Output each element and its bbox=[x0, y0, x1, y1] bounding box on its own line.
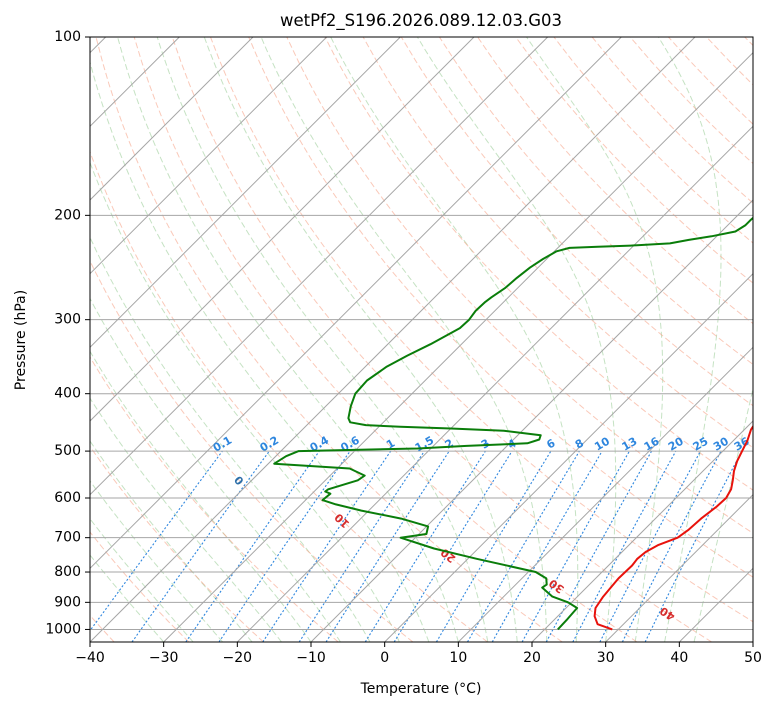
x-tick-label: −30 bbox=[149, 650, 179, 666]
moist-adiabat-line bbox=[657, 37, 722, 642]
moist-adiabat-line bbox=[90, 518, 194, 642]
dry-adiabat-line bbox=[90, 150, 488, 642]
isotherm-line bbox=[236, 125, 753, 642]
x-tick-label: −40 bbox=[75, 650, 105, 666]
moist-adiabat-line bbox=[90, 480, 223, 642]
dry-adiabat-line bbox=[90, 356, 339, 642]
moist-adiabats bbox=[90, 37, 753, 642]
background-lines: −100−90−80−70−60−50−40−30−20−10010203040… bbox=[90, 37, 753, 642]
moist-adiabat-line bbox=[117, 37, 459, 642]
isotherm-line bbox=[163, 51, 753, 642]
x-tick-label: 30 bbox=[597, 650, 615, 666]
moist-adiabat-line bbox=[260, 37, 548, 642]
isotherm-line bbox=[384, 272, 753, 642]
mixing-ratio-line bbox=[262, 450, 392, 642]
x-tick-label: 10 bbox=[449, 650, 467, 666]
moist-adiabat-line bbox=[526, 37, 664, 642]
mixing-ratio-line bbox=[521, 450, 630, 642]
moist-adiabat-line bbox=[416, 37, 617, 642]
mixing-ratio-line bbox=[218, 450, 351, 642]
chart-title: wetPf2_S196.2026.089.12.03.G03 bbox=[280, 11, 562, 31]
mixing-ratio-line bbox=[545, 450, 653, 642]
temperature-line bbox=[593, 424, 753, 631]
isotherm-line bbox=[90, 37, 622, 570]
y-axis: 100 200 300 400 500 600 700 800 900 1000 bbox=[45, 29, 90, 637]
moist-adiabat-line bbox=[156, 37, 489, 642]
isotherm-line bbox=[457, 346, 753, 642]
moist-adiabat-line bbox=[330, 37, 579, 642]
y-tick-label: 1000 bbox=[45, 621, 81, 637]
y-tick-label: 300 bbox=[54, 312, 81, 328]
moist-adiabat-line bbox=[90, 161, 400, 642]
x-tick-label: 40 bbox=[670, 650, 688, 666]
dewpoint-line bbox=[273, 216, 753, 631]
x-tick-label: 0 bbox=[380, 650, 389, 666]
isotherm-line bbox=[90, 37, 696, 642]
x-axis: −40 −30 −20 −10 0 10 20 30 40 50 bbox=[75, 642, 762, 666]
y-tick-label: 100 bbox=[54, 29, 81, 45]
plot-area bbox=[90, 37, 753, 642]
moist-adiabat-line bbox=[203, 37, 518, 642]
y-tick-label: 800 bbox=[54, 564, 81, 580]
y-tick-label: 200 bbox=[54, 207, 81, 223]
y-tick-label: 500 bbox=[54, 443, 81, 459]
dry-adiabat-line bbox=[133, 37, 638, 642]
isotherm-line bbox=[531, 420, 753, 642]
isotherm-line bbox=[90, 37, 328, 275]
dry-adiabat-line bbox=[95, 37, 563, 642]
x-tick-label: 50 bbox=[744, 650, 762, 666]
isotherm-line bbox=[90, 37, 401, 349]
mixing-ratio-line bbox=[644, 450, 743, 642]
mixing-ratio-line bbox=[621, 450, 722, 642]
x-axis-title: Temperature (°C) bbox=[360, 681, 482, 697]
isobars bbox=[90, 37, 753, 630]
profile-series bbox=[273, 216, 753, 631]
mixing-ratio-line bbox=[393, 450, 513, 642]
mixing-ratio-line bbox=[185, 450, 320, 642]
isotherm-line bbox=[605, 493, 753, 642]
dry-adiabat-line bbox=[515, 37, 753, 284]
isotherm-line bbox=[90, 37, 254, 201]
plot-frame bbox=[89, 36, 754, 643]
dry-adiabat-line bbox=[90, 445, 264, 642]
y-tick-label: 900 bbox=[54, 594, 81, 610]
y-tick-label: 400 bbox=[54, 386, 81, 402]
moist-adiabat-line bbox=[90, 554, 165, 642]
mixing-ratio-line bbox=[90, 450, 223, 632]
isotherm-line bbox=[90, 37, 549, 496]
moist-adiabat-line bbox=[90, 236, 371, 642]
y-tick-label: 700 bbox=[54, 530, 81, 546]
moist-adiabat-line bbox=[90, 397, 282, 642]
y-axis-title: Pressure (hPa) bbox=[13, 290, 29, 390]
isotherms bbox=[90, 37, 753, 642]
dry-adiabat-line bbox=[210, 37, 753, 623]
y-tick-label: 600 bbox=[54, 490, 81, 506]
isotherm-line bbox=[90, 37, 475, 422]
moist-adiabat-line bbox=[90, 440, 253, 642]
dry-adiabat-line bbox=[400, 37, 753, 407]
x-tick-label: −20 bbox=[223, 650, 253, 666]
dry-adiabat-line bbox=[90, 531, 190, 642]
dry-adiabat-line bbox=[248, 37, 753, 578]
x-tick-label: 20 bbox=[523, 650, 541, 666]
mixing-ratio-line bbox=[325, 450, 450, 642]
mixing-ratio-line bbox=[572, 450, 677, 642]
dry-adiabat-line bbox=[438, 37, 753, 366]
x-tick-label: −10 bbox=[296, 650, 326, 666]
mixing-ratio-line bbox=[298, 450, 425, 642]
moist-adiabat-line bbox=[90, 350, 312, 642]
